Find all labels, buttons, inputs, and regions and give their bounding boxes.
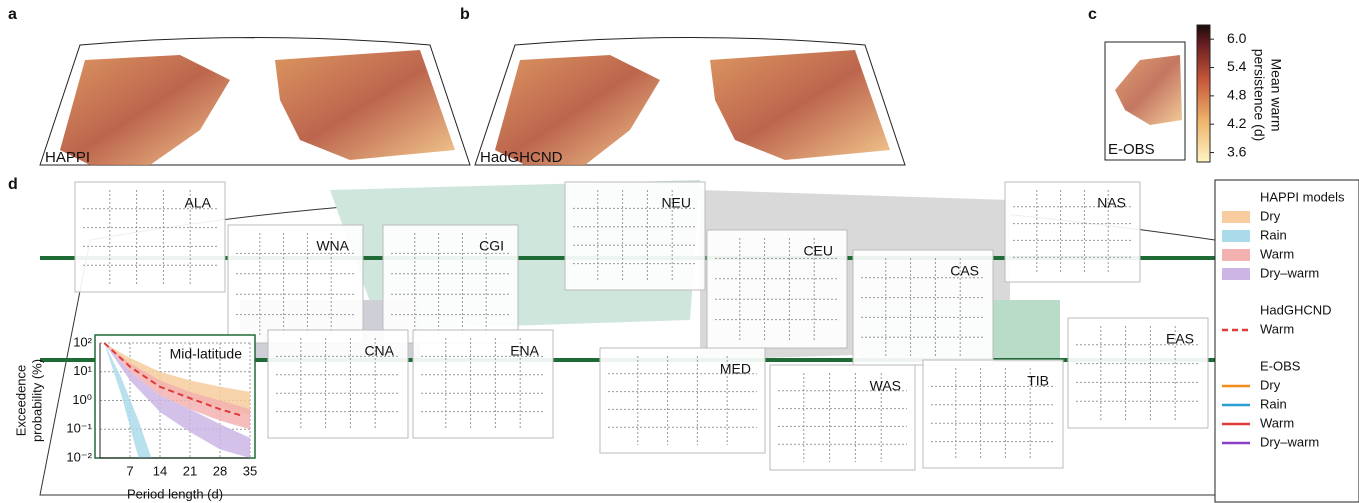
y-axis-label: Exceedence xyxy=(13,365,28,437)
legend-label: Dry xyxy=(1260,377,1281,392)
legend-label: Dry–warm xyxy=(1260,434,1319,449)
legend-label: Rain xyxy=(1260,396,1287,411)
colorbar-tick-label: 4.8 xyxy=(1227,87,1247,103)
legend-label: Dry xyxy=(1260,208,1281,223)
x-tick-label: 14 xyxy=(153,463,167,478)
legend-title: E-OBS xyxy=(1260,358,1301,373)
panel-label: d xyxy=(8,176,18,193)
map-name: HAPPI xyxy=(45,149,90,166)
colorbar xyxy=(1197,25,1210,162)
region-name: EAS xyxy=(1166,331,1194,347)
region-name: CEU xyxy=(803,243,833,259)
y-tick-label: 10¹ xyxy=(73,363,92,378)
map-name: HadGHCND xyxy=(480,149,563,166)
colorbar-tick-label: 5.4 xyxy=(1227,58,1247,74)
legend-swatch xyxy=(1222,211,1250,223)
y-axis-label: probability (%) xyxy=(29,359,44,442)
y-tick-label: 10⁻¹ xyxy=(66,421,92,436)
x-tick-label: 7 xyxy=(126,463,133,478)
panel-label: b xyxy=(460,6,470,23)
legend-swatch xyxy=(1222,249,1250,261)
y-tick-label: 10² xyxy=(73,334,92,349)
legend-swatch xyxy=(1222,268,1250,280)
legend-title: HAPPI models xyxy=(1260,189,1345,204)
legend-label: Warm xyxy=(1260,415,1294,430)
legend-title: HadGHCND xyxy=(1260,302,1332,317)
colorbar-tick-label: 6.0 xyxy=(1227,30,1247,46)
legend-label: Warm xyxy=(1260,246,1294,261)
colorbar-tick-label: 4.2 xyxy=(1227,115,1247,131)
panel-label: a xyxy=(8,6,17,23)
figure: a b c d HAPPI HadGHCND E-OBS Mean warm p… xyxy=(0,0,1359,503)
region-name: ENA xyxy=(510,343,539,359)
region-name: CNA xyxy=(364,343,394,359)
colorbar-tick-label: 3.6 xyxy=(1227,143,1247,159)
y-tick-label: 10⁰ xyxy=(72,392,92,407)
colorbar-title: Mean warm xyxy=(1268,58,1284,131)
inset-title: Mid-latitude xyxy=(170,346,243,362)
legend-box xyxy=(1215,180,1359,502)
region-name: CAS xyxy=(950,263,979,279)
y-tick-label: 10⁻² xyxy=(66,449,92,464)
region-name: MED xyxy=(720,361,751,377)
x-tick-label: 35 xyxy=(243,463,257,478)
page: a b c d HAPPI HadGHCND E-OBS Mean warm p… xyxy=(0,0,1359,503)
map-name: E-OBS xyxy=(1108,141,1155,158)
x-tick-label: 28 xyxy=(213,463,227,478)
region-name: NAS xyxy=(1097,195,1126,211)
legend-label: Dry–warm xyxy=(1260,265,1319,280)
region-name: WNA xyxy=(316,238,349,254)
panel-label: c xyxy=(1088,6,1097,23)
x-tick-label: 21 xyxy=(183,463,197,478)
legend-label: Warm xyxy=(1260,321,1294,336)
x-axis-label: Period length (d) xyxy=(127,486,223,501)
legend-label: Rain xyxy=(1260,227,1287,242)
region-name: TIB xyxy=(1027,373,1049,389)
legend-swatch xyxy=(1222,230,1250,242)
map-b xyxy=(475,38,905,166)
region-name: NEU xyxy=(661,195,691,211)
colorbar-title: persistence (d) xyxy=(1251,49,1267,142)
region-name: ALA xyxy=(185,195,212,211)
region-name: CGI xyxy=(479,238,504,254)
map-a xyxy=(40,38,470,166)
region-name: WAS xyxy=(870,378,901,394)
